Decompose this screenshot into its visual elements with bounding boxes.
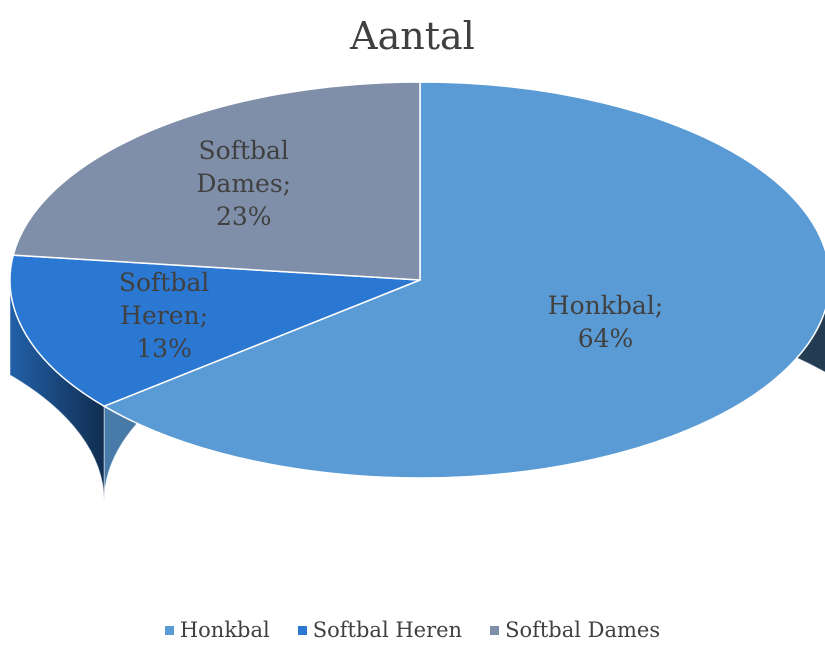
data-label: Softbal Heren; 13% bbox=[118, 268, 210, 364]
legend-item: Honkbal bbox=[164, 618, 270, 642]
legend-label: Softbal Heren bbox=[312, 618, 463, 642]
legend-swatch bbox=[490, 625, 500, 635]
legend-item: Softbal Dames bbox=[490, 618, 660, 642]
legend-label: Honkbal bbox=[179, 618, 270, 642]
data-label: Softbal Dames; 23% bbox=[196, 135, 292, 231]
legend-label: Softbal Dames bbox=[505, 618, 661, 642]
pie-slice bbox=[9, 254, 421, 408]
pie-slice bbox=[12, 81, 421, 281]
chart-title: Aantal bbox=[350, 14, 475, 58]
legend-swatch bbox=[164, 625, 174, 635]
data-label: Honkbal; 64% bbox=[547, 291, 664, 354]
legend: Honkbal Softbal Heren Softbal Dames bbox=[0, 618, 825, 642]
pie-slice bbox=[102, 81, 825, 479]
legend-item: Softbal Heren bbox=[297, 618, 463, 642]
legend-swatch bbox=[297, 625, 307, 635]
